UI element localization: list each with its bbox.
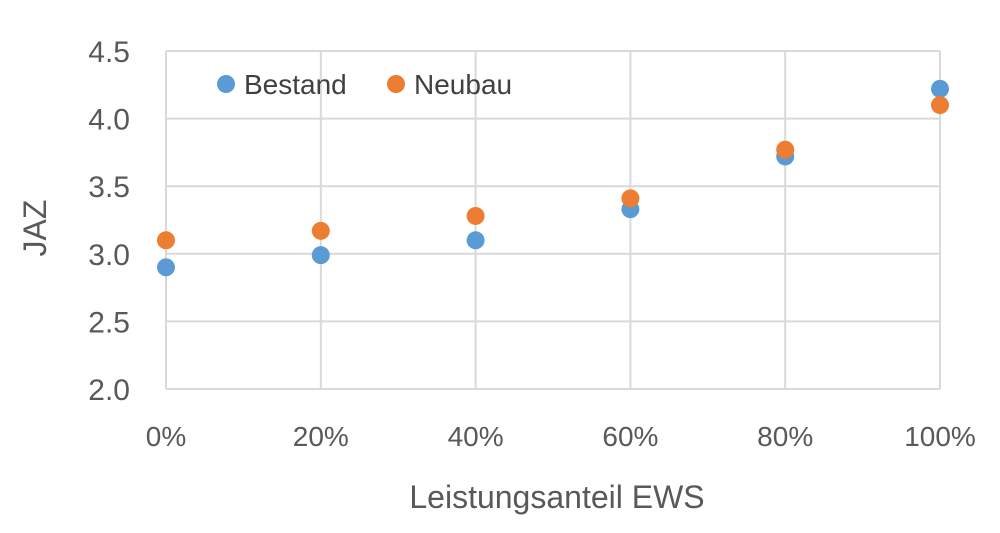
legend-marker-bestand [217, 75, 235, 93]
y-tick-label: 4.5 [88, 36, 130, 69]
point-neubau [311, 221, 330, 240]
legend: Bestand Neubau [217, 69, 512, 100]
y-tick-label: 2.5 [88, 306, 130, 339]
legend-marker-neubau [387, 75, 405, 93]
y-tick-label: 3.5 [88, 171, 130, 204]
x-tick-label: 0% [146, 421, 186, 452]
point-bestand [311, 246, 330, 265]
point-neubau [931, 96, 949, 115]
x-tick-label: 100% [904, 421, 976, 452]
x-axis-ticks: 0% 20% 40% 60% 80% 100% [146, 421, 976, 452]
point-neubau [157, 231, 175, 250]
legend-label-bestand: Bestand [244, 69, 347, 100]
y-tick-label: 2.0 [88, 374, 130, 407]
point-neubau [621, 189, 640, 208]
point-neubau [466, 206, 485, 225]
x-tick-label: 40% [448, 421, 504, 452]
y-axis-ticks: 2.0 2.5 3.0 3.5 4.0 4.5 [88, 36, 130, 407]
x-axis-title: Leistungsanteil EWS [409, 479, 704, 515]
grid [165, 50, 941, 390]
x-tick-label: 80% [757, 421, 813, 452]
point-bestand [157, 258, 175, 277]
y-tick-label: 4.0 [88, 104, 130, 137]
legend-label-neubau: Neubau [414, 69, 512, 100]
point-neubau [776, 140, 795, 159]
data-points [157, 79, 949, 277]
point-bestand [466, 231, 485, 250]
y-tick-label: 3.0 [88, 239, 130, 272]
point-bestand [931, 79, 949, 98]
y-axis-title: JAZ [17, 200, 53, 257]
x-tick-label: 60% [602, 421, 658, 452]
x-tick-label: 20% [293, 421, 349, 452]
